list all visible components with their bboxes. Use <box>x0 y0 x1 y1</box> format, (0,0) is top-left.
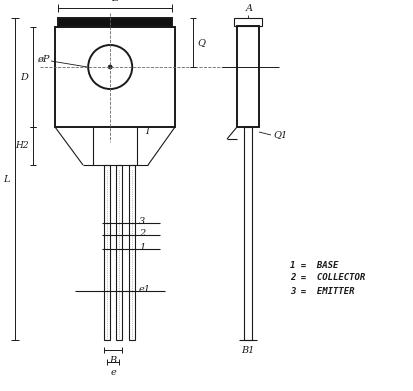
Text: I: I <box>145 127 149 136</box>
Bar <box>104 165 110 340</box>
Text: L: L <box>3 174 10 183</box>
Bar <box>244 127 252 340</box>
Bar <box>129 165 135 340</box>
Text: e1: e1 <box>139 285 151 294</box>
Bar <box>58 18 172 27</box>
Bar <box>55 27 175 127</box>
Bar <box>234 18 262 26</box>
Circle shape <box>108 65 112 69</box>
Text: Q1: Q1 <box>273 131 287 140</box>
Text: 1: 1 <box>139 244 145 253</box>
Text: A: A <box>246 4 253 13</box>
Text: 2: 2 <box>139 230 145 239</box>
Text: øP: øP <box>38 54 50 63</box>
Text: 1 =  BASE: 1 = BASE <box>290 260 338 269</box>
Text: B1: B1 <box>241 346 254 355</box>
Text: E: E <box>112 0 119 3</box>
Text: H2: H2 <box>15 142 29 151</box>
Text: 3 =  EMITTER: 3 = EMITTER <box>290 287 354 296</box>
Text: 3: 3 <box>139 217 145 226</box>
Bar <box>58 18 172 27</box>
Bar <box>116 165 122 340</box>
Text: Q: Q <box>197 38 205 47</box>
Bar <box>237 26 259 127</box>
Text: B: B <box>109 356 116 365</box>
Text: D: D <box>20 72 28 81</box>
Text: e: e <box>110 368 116 377</box>
Text: 2 =  COLLECTOR: 2 = COLLECTOR <box>290 273 365 283</box>
